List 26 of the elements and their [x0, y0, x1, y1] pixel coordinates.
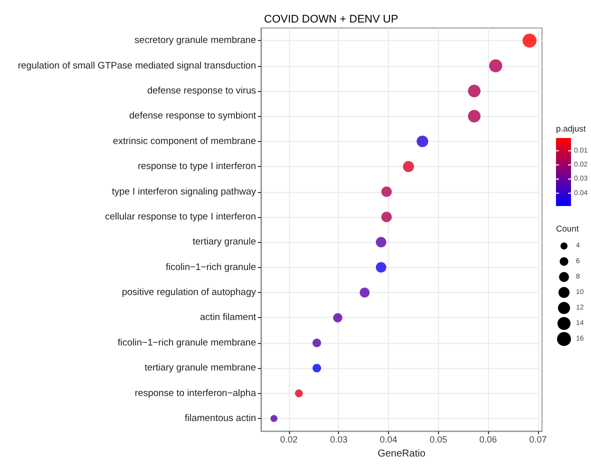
y-tick-label: extrinsic component of membrane	[112, 136, 256, 147]
y-tick-label: filamentous actin	[184, 413, 256, 424]
color-bar-title: p.adjust	[556, 124, 586, 134]
y-tick-label: defense response to symbiont	[129, 110, 256, 122]
x-tick-label: 0.06	[479, 434, 497, 445]
y-tick-label: ficolin−1−rich granule membrane	[118, 337, 256, 348]
y-tick-label: secretory granule membrane	[134, 35, 256, 46]
y-tick-label: response to type I interferon	[138, 161, 256, 172]
x-tick-label: 0.07	[529, 434, 547, 445]
x-axis-title: GeneRatio	[378, 448, 426, 460]
x-tick-label: 0.03	[330, 434, 348, 445]
y-tick-label: actin filament	[200, 312, 256, 324]
y-tick-label: tertiary granule	[192, 236, 256, 248]
y-tick-label: tertiary granule membrane	[144, 362, 256, 374]
x-tick-label: 0.02	[280, 434, 298, 445]
y-tick-label: cellular response to type I interferon	[104, 211, 256, 222]
legend-title: Count	[556, 224, 580, 234]
y-tick-label: defense response to virus	[147, 85, 256, 96]
x-tick-label: 0.05	[430, 434, 448, 445]
chart-title: COVID DOWN + DENV UP	[264, 14, 398, 26]
x-tick-label: 0.04	[380, 434, 398, 445]
y-tick-label: ficolin−1−rich granule	[166, 262, 256, 273]
y-tick-label: regulation of small GTPase mediated signal transduction	[18, 60, 256, 72]
y-tick-label: response to interferon−alpha	[134, 388, 257, 399]
y-tick-label: positive regulation of autophagy	[122, 287, 256, 298]
y-tick-label: type I interferon signaling pathway	[112, 186, 256, 198]
